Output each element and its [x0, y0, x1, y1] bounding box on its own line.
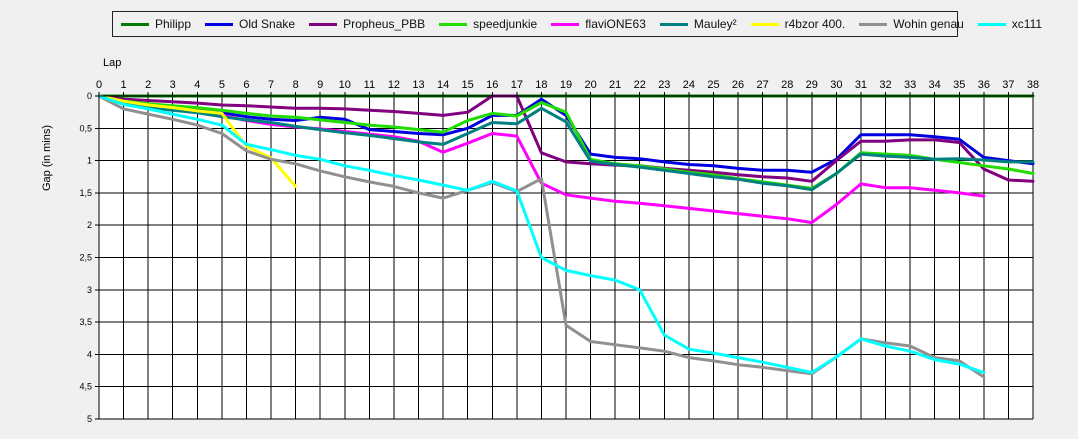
- x-tick-label: 29: [806, 79, 818, 91]
- x-tick-label: 0: [96, 79, 102, 91]
- x-tick-label: 21: [609, 79, 621, 91]
- legend-label: Mauley²: [693, 17, 737, 31]
- y-tick-label: 2,5: [79, 253, 92, 263]
- legend-item-philipp: Philipp: [121, 17, 191, 31]
- legend-label: Propheus_PBB: [343, 17, 426, 31]
- x-tick-label: 11: [364, 79, 375, 91]
- legend-swatch: [439, 22, 468, 26]
- legend-label: Wohin genau: [893, 17, 964, 31]
- x-tick-label: 14: [437, 79, 449, 91]
- x-tick-label: 34: [929, 79, 941, 91]
- legend-swatch: [659, 22, 688, 26]
- legend-swatch: [205, 22, 234, 26]
- y-tick-label: 3,5: [79, 317, 92, 327]
- x-tick-label: 16: [486, 79, 498, 91]
- y-tick-label: 2: [87, 220, 92, 230]
- x-tick-label: 28: [781, 79, 793, 91]
- series-line-mauley: [97, 94, 1035, 192]
- x-axis-title: Lap: [103, 57, 121, 69]
- x-tick-label: 12: [388, 79, 400, 91]
- series-line-xc111: [97, 94, 986, 374]
- legend-label: speedjunkie: [473, 17, 538, 31]
- x-tick-label: 23: [658, 79, 670, 91]
- x-tick-label: 19: [560, 79, 572, 91]
- x-tick-label: 7: [268, 79, 274, 91]
- y-tick-label: 0,5: [79, 123, 92, 133]
- y-tick-label: 3: [87, 285, 92, 295]
- x-tick-label: 37: [1002, 79, 1014, 91]
- legend: Philipp Old Snake Propheus_PBB speedjunkie f…: [112, 11, 1042, 37]
- x-tick-label: 2: [145, 79, 151, 91]
- x-tick-label: 33: [904, 79, 916, 91]
- y-tick-label: 4,5: [79, 382, 92, 392]
- legend-item-propheus-pbb: Propheus_PBB: [309, 17, 425, 31]
- x-tick-label: 25: [707, 79, 719, 91]
- legend-swatch: [859, 22, 888, 26]
- y-tick-label: 1,5: [79, 188, 92, 198]
- legend-item-wohin-genau: Wohin genau: [859, 17, 964, 31]
- x-tick-label: 9: [317, 79, 323, 91]
- y-tick-label: 1: [87, 156, 92, 166]
- y-tick-label: 0: [87, 91, 92, 101]
- legend-swatch: [977, 22, 1006, 26]
- y-axis-title: Gap (in mins): [41, 125, 53, 191]
- x-tick-label: 15: [462, 79, 474, 91]
- x-tick-label: 20: [584, 79, 596, 91]
- series-line-speedjunkie: [97, 94, 1035, 190]
- legend-label: xc111: [1011, 17, 1043, 31]
- x-tick-label: 18: [535, 79, 547, 91]
- y-tick-label: 5: [87, 414, 92, 424]
- legend-item-r4bzor-400: r4bzor 400.: [750, 17, 846, 31]
- x-tick-label: 6: [243, 79, 249, 91]
- x-tick-label: 30: [830, 79, 842, 91]
- legend-swatch: [309, 22, 338, 26]
- x-tick-label: 27: [757, 79, 769, 91]
- legend-label: flaviONE63: [585, 17, 646, 31]
- x-tick-label: 4: [194, 79, 200, 91]
- x-tick-label: 8: [293, 79, 299, 91]
- x-tick-label: 5: [219, 79, 225, 91]
- x-tick-label: 31: [855, 79, 867, 91]
- series-line-propheus-pbb: [97, 94, 1035, 183]
- legend-item-flavione63: flaviONE63: [551, 17, 646, 31]
- legend-item-old-snake: Old Snake: [205, 17, 295, 31]
- legend-label: Philipp: [155, 17, 192, 31]
- x-tick-label: 13: [412, 79, 424, 91]
- x-tick-label: 36: [978, 79, 990, 91]
- legend-item-mauley: Mauley²: [659, 17, 737, 31]
- series-line-r4bzor-400: [97, 94, 298, 188]
- legend-label: r4bzor 400.: [784, 17, 846, 31]
- legend-swatch: [551, 22, 580, 26]
- y-tick-label: 4: [87, 349, 92, 359]
- legend-swatch: [121, 22, 149, 26]
- x-tick-label: 38: [1027, 79, 1039, 91]
- x-tick-label: 17: [511, 79, 523, 91]
- legend-label: Old Snake: [239, 17, 296, 31]
- x-tick-label: 32: [879, 79, 891, 91]
- legend-item-speedjunkie: speedjunkie: [439, 17, 537, 31]
- x-tick-label: 22: [634, 79, 646, 91]
- x-tick-label: 26: [732, 79, 744, 91]
- x-tick-label: 1: [121, 79, 127, 91]
- x-tick-label: 10: [339, 79, 351, 91]
- x-tick-label: 35: [953, 79, 965, 91]
- legend-swatch: [750, 22, 779, 26]
- legend-item-xc111: xc111: [977, 17, 1043, 31]
- x-tick-label: 24: [683, 79, 695, 91]
- x-tick-label: 3: [170, 79, 176, 91]
